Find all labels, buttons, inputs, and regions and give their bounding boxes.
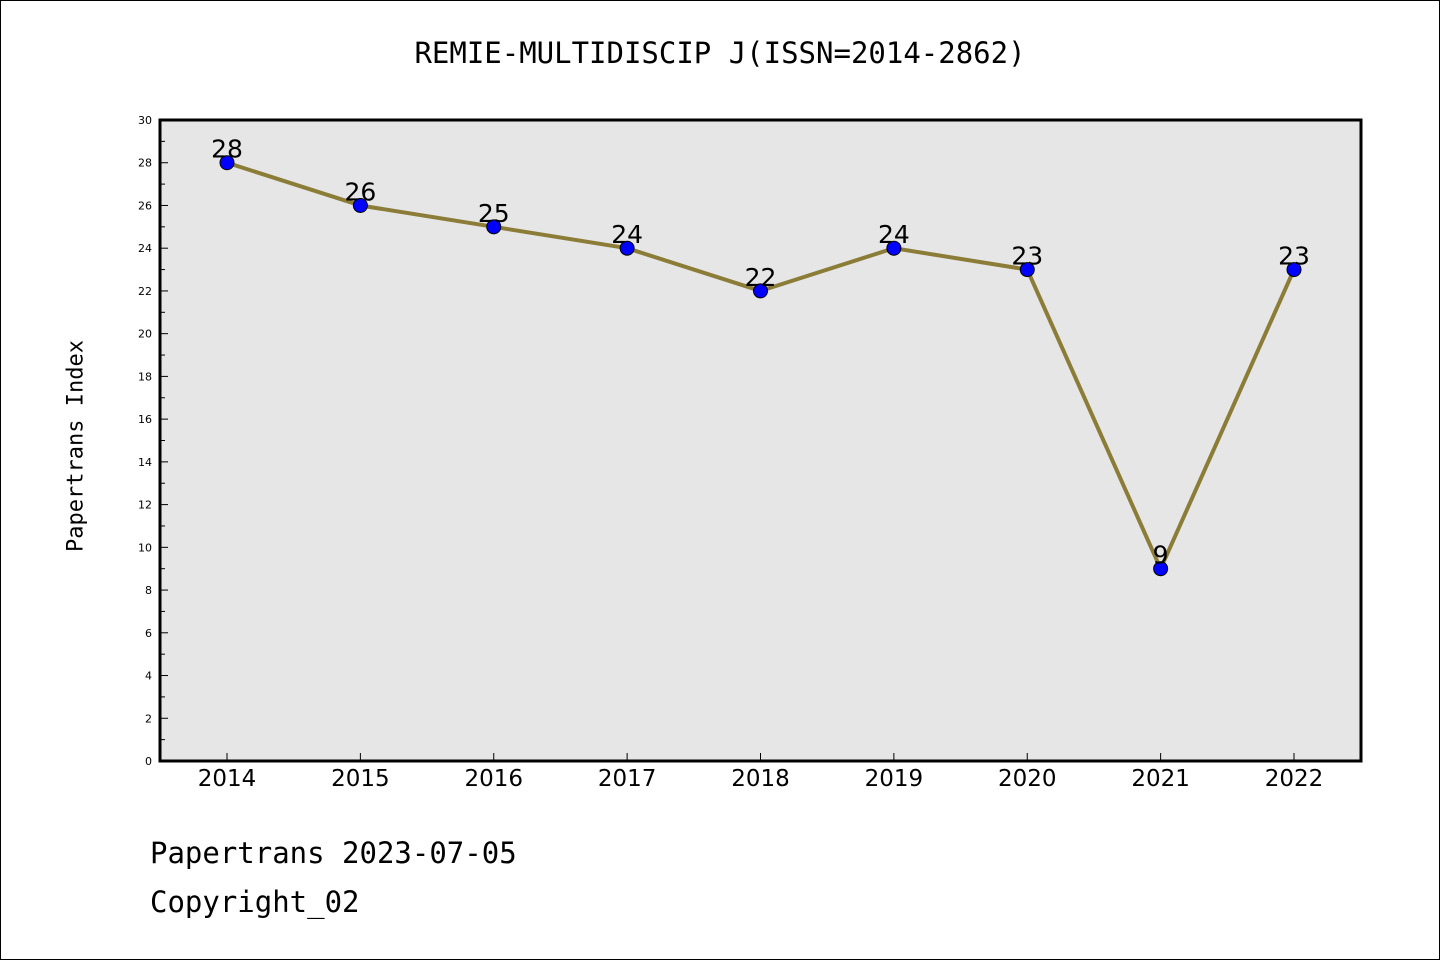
data-point: [486, 219, 502, 235]
data-point: [619, 240, 635, 256]
y-tick-label: 10: [138, 541, 152, 554]
y-tick-label: 26: [138, 199, 152, 212]
data-label: 23: [1011, 242, 1043, 271]
data-labels: 28 26 25 24 22 24 23 9 23: [211, 135, 1310, 570]
y-tick-label: 18: [138, 370, 152, 383]
y-tick-label: 6: [145, 627, 152, 640]
data-label: 9: [1153, 541, 1169, 570]
data-label: 24: [611, 220, 643, 249]
data-point: [886, 240, 902, 256]
data-label: 23: [1278, 242, 1310, 271]
plot-area: [158, 118, 1363, 763]
x-tick-label: 2019: [865, 766, 924, 792]
y-tick-label: 14: [138, 456, 152, 469]
y-tick-label: 8: [145, 584, 152, 597]
y-tick-label: 30: [138, 114, 152, 127]
x-tick-label: 2020: [998, 766, 1057, 792]
footer-date: Papertrans 2023-07-05: [150, 836, 517, 870]
data-point: [1019, 262, 1035, 278]
data-point: [219, 155, 235, 171]
chart-title: REMIE-MULTIDISCIP J(ISSN=2014-2862): [414, 36, 1026, 70]
x-tick-label: 2018: [731, 766, 790, 792]
data-label: 24: [878, 220, 910, 249]
data-point: [1153, 561, 1169, 577]
y-tick-label: 4: [145, 670, 152, 683]
x-axis: 2014 2015 2016 2017 2018 2019 2020 2021 2022: [198, 753, 1324, 792]
x-tick-label: 2017: [598, 766, 657, 792]
y-tick-label: 28: [138, 157, 152, 170]
y-tick-label: 12: [138, 499, 152, 512]
y-tick-label: 0: [145, 755, 152, 768]
x-tick-label: 2021: [1131, 766, 1190, 792]
data-label: 28: [211, 135, 243, 164]
y-tick-label: 2: [145, 712, 152, 725]
data-label: 26: [344, 177, 376, 206]
footer-copyright: Copyright_02: [150, 885, 360, 919]
x-tick-label: 2015: [331, 766, 390, 792]
series-group: [219, 155, 1302, 577]
data-label: 25: [478, 199, 510, 228]
y-tick-label: 24: [138, 242, 152, 255]
y-tick-label: 16: [138, 413, 152, 426]
data-label: 22: [745, 263, 777, 292]
y-tick-label: 22: [138, 285, 152, 298]
y-tick-label: 20: [138, 328, 152, 341]
x-tick-label: 2022: [1265, 766, 1324, 792]
x-tick-label: 2016: [464, 766, 523, 792]
x-tick-label: 2014: [198, 766, 257, 792]
data-point: [352, 197, 368, 213]
data-point: [753, 283, 768, 299]
data-point: [1286, 262, 1302, 278]
